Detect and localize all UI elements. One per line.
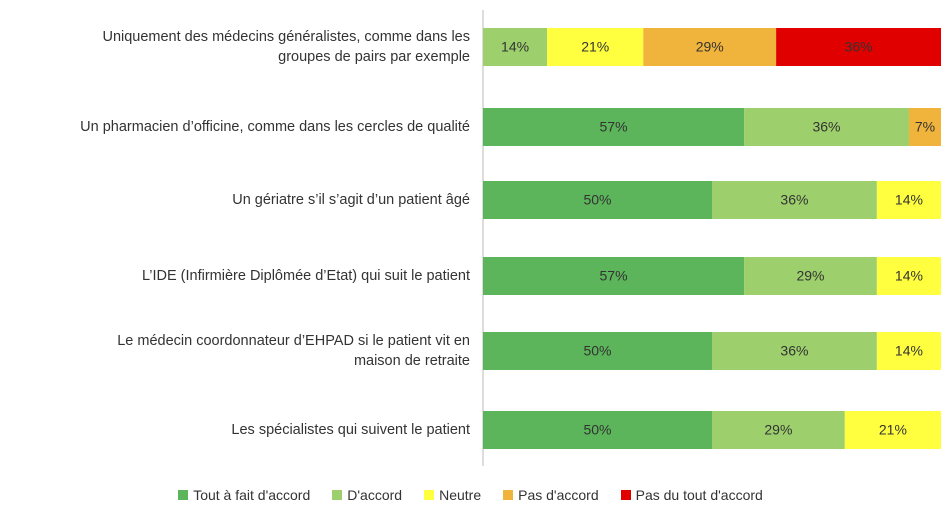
legend-swatch bbox=[178, 490, 189, 500]
value-label: 36% bbox=[780, 192, 808, 208]
value-label: 14% bbox=[895, 268, 923, 284]
legend-label: D'accord bbox=[347, 487, 403, 503]
value-label: 21% bbox=[581, 39, 609, 55]
value-label: 50% bbox=[583, 422, 611, 438]
value-label: 36% bbox=[845, 39, 873, 55]
legend-label: Tout à fait d'accord bbox=[193, 487, 311, 503]
legend-swatch bbox=[503, 490, 514, 500]
bar-segment bbox=[876, 257, 941, 295]
bar-segment bbox=[483, 411, 712, 449]
value-label: 36% bbox=[780, 343, 808, 359]
value-label: 29% bbox=[764, 422, 792, 438]
value-label: 57% bbox=[600, 268, 628, 284]
value-label: 29% bbox=[796, 268, 824, 284]
value-label: 57% bbox=[600, 119, 628, 135]
value-label: 14% bbox=[501, 39, 529, 55]
value-label: 50% bbox=[583, 192, 611, 208]
bar-segment bbox=[876, 181, 941, 219]
bar-segment bbox=[876, 332, 941, 370]
legend-swatch bbox=[332, 490, 343, 500]
legend-item: Pas d'accord bbox=[503, 487, 599, 503]
value-label: 21% bbox=[879, 422, 907, 438]
bar-segment bbox=[744, 257, 877, 295]
category-label: Uniquement des médecins généralistes, co… bbox=[102, 29, 470, 65]
legend-item: Pas du tout d'accord bbox=[620, 487, 763, 503]
bar-segment bbox=[483, 257, 745, 295]
bar-segment bbox=[483, 28, 548, 66]
legend-item: D'accord bbox=[332, 487, 402, 503]
value-label: 36% bbox=[812, 119, 840, 135]
bar-segment bbox=[643, 28, 777, 66]
category-label: L’IDE (Infirmière Diplômée d’Etat) qui s… bbox=[141, 268, 470, 284]
legend-item: Tout à fait d'accord bbox=[178, 487, 310, 503]
legend: Tout à fait d'accord D'accord Neutre Pas d'… bbox=[0, 487, 941, 503]
bar-segment bbox=[547, 28, 644, 66]
value-label: 14% bbox=[895, 343, 923, 359]
value-label: 50% bbox=[583, 343, 611, 359]
category-label: Un pharmacien d’officine, comme dans les… bbox=[80, 119, 470, 135]
bar-segment bbox=[844, 411, 941, 449]
legend-swatch bbox=[424, 490, 435, 500]
bar-segment bbox=[483, 108, 745, 146]
bar-segment bbox=[744, 108, 909, 146]
legend-swatch bbox=[620, 490, 631, 500]
category-label: Un gériatre s’il s’agit d’un patient âgé bbox=[232, 192, 470, 208]
bar-segment bbox=[908, 108, 941, 146]
value-label: 7% bbox=[915, 119, 935, 135]
bar-segment bbox=[483, 332, 712, 370]
bar-segment bbox=[712, 332, 877, 370]
legend-item: Neutre bbox=[424, 487, 481, 503]
legend-label: Neutre bbox=[439, 487, 482, 503]
legend-label: Pas d'accord bbox=[518, 487, 599, 503]
value-label: 14% bbox=[895, 192, 923, 208]
value-label: 29% bbox=[696, 39, 724, 55]
bar-segment bbox=[712, 181, 877, 219]
bar-segment bbox=[776, 28, 941, 66]
category-label: Les spécialistes qui suivent le patient bbox=[231, 422, 470, 438]
category-label: Le médecin coordonnateur d’EHPAD si le p… bbox=[117, 333, 470, 369]
bar-segment bbox=[712, 411, 845, 449]
legend-label: Pas du tout d'accord bbox=[635, 487, 763, 503]
bar-segment bbox=[483, 181, 712, 219]
